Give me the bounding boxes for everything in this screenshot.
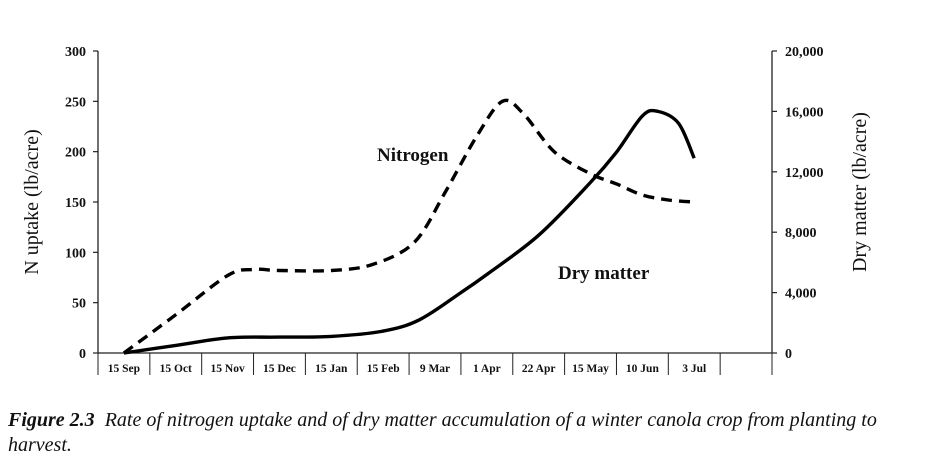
left-tick-label: 200 xyxy=(65,146,86,161)
left-tick-label: 150 xyxy=(65,196,86,211)
right-axis-ticks: 0 4,000 8,000 12,000 16,000 20,000 xyxy=(772,45,824,362)
x-tick-label: 15 Feb xyxy=(367,363,400,375)
chart-series xyxy=(122,98,696,355)
x-tick-label: 15 Dec xyxy=(263,363,296,375)
left-axis-ticks: 0 50 100 150 200 250 300 xyxy=(65,45,98,362)
x-tick-label: 1 Apr xyxy=(473,363,501,375)
right-axis-label: Dry matter (lb/acre) xyxy=(849,112,871,272)
left-tick-label: 0 xyxy=(79,347,86,362)
nitrogen-series-line xyxy=(122,98,695,355)
left-tick-label: 50 xyxy=(72,297,86,312)
chart: 0 50 100 150 200 250 300 0 4,000 8,000 12,000 16,0… xyxy=(21,45,871,375)
nitrogen-series-label: Nitrogen xyxy=(377,145,449,166)
right-tick-label: 0 xyxy=(785,347,792,362)
figure-caption-text: Rate of nitrogen uptake and of dry matte… xyxy=(8,409,877,456)
x-tick-label: 22 Apr xyxy=(522,363,556,375)
x-tick-label: 15 Nov xyxy=(211,363,245,375)
dry-matter-series-line xyxy=(123,108,696,355)
right-tick-label: 12,000 xyxy=(785,166,824,181)
left-tick-label: 250 xyxy=(65,95,86,110)
figure-caption-label: Figure 2.3 xyxy=(8,409,95,431)
right-tick-label: 8,000 xyxy=(785,226,817,241)
left-tick-label: 100 xyxy=(65,246,86,261)
x-tick-label: 15 May xyxy=(572,363,609,375)
x-tick-label: 3 Jul xyxy=(682,363,706,375)
x-tick-label: 15 Oct xyxy=(160,363,192,375)
left-axis-label: N uptake (lb/acre) xyxy=(21,129,43,274)
dry-matter-series-label: Dry matter xyxy=(558,263,650,284)
right-tick-label: 20,000 xyxy=(785,45,824,60)
x-tick-label: 15 Sep xyxy=(108,363,140,375)
right-tick-label: 16,000 xyxy=(785,105,824,120)
x-axis-ticks: 15 Sep 15 Oct 15 Nov 15 Dec 15 Jan 15 Feb 9 Ma… xyxy=(97,353,773,375)
x-tick-label: 15 Jan xyxy=(315,363,348,375)
x-tick-label: 10 Jun xyxy=(626,363,660,375)
left-tick-label: 300 xyxy=(65,45,86,60)
right-tick-label: 4,000 xyxy=(785,287,817,302)
x-tick-label: 9 Mar xyxy=(420,363,450,375)
figure-caption: Figure 2.3 Rate of nitrogen uptake and o… xyxy=(8,408,928,458)
